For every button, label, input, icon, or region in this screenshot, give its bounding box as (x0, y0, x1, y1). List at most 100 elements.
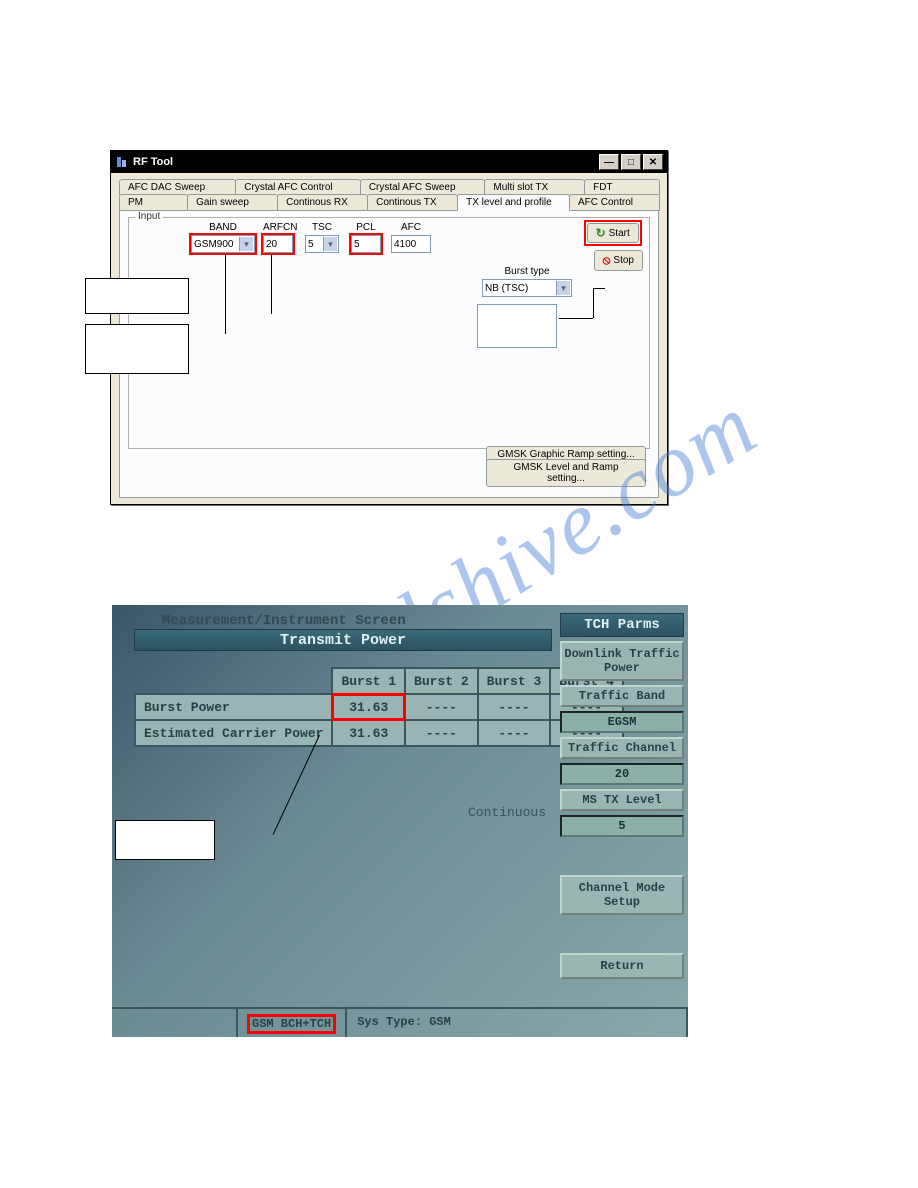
spacer (560, 919, 684, 949)
tab-crystal-afc-ctrl[interactable]: Crystal AFC Control (235, 179, 361, 195)
table-header-row: Burst 1 Burst 2 Burst 3 Burst 4 (135, 668, 623, 694)
rftool-window: RF Tool — □ ✕ AFC DAC Sweep Crystal AFC … (110, 150, 668, 505)
status-bch-tch-text: GSM BCH+TCH (248, 1015, 335, 1033)
mode-label: Continuous (468, 805, 546, 820)
instrument-status-bar: GSM BCH+TCH Sys Type: GSM (112, 1007, 688, 1037)
instrument-header: Measurement/Instrument Screen (162, 613, 406, 629)
row-label-carrier-power: Estimated Carrier Power (135, 720, 332, 746)
tch-ms-tx-level-value: 5 (560, 815, 684, 837)
line (593, 288, 605, 289)
select-tsc[interactable] (305, 235, 339, 253)
start-highlight: ↻ Start (586, 222, 640, 244)
line (225, 254, 226, 334)
page-root: RF Tool — □ ✕ AFC DAC Sweep Crystal AFC … (0, 0, 918, 1188)
label-arfcn: ARFCN (263, 222, 297, 233)
select-tsc-wrap (305, 235, 339, 253)
instrument-screen: Measurement/Instrument Screen Transmit P… (112, 605, 688, 1037)
table-row: Burst Power 31.63 ---- ---- ---- (135, 694, 623, 720)
tch-parms-panel: TCH Parms Downlink Traffic Power Traffic… (560, 613, 684, 979)
input-pcl[interactable] (351, 235, 381, 253)
start-button[interactable]: ↻ Start (587, 223, 639, 243)
line (559, 318, 593, 319)
label-afc: AFC (391, 222, 431, 233)
cell-burst-power-3: ---- (478, 694, 551, 720)
groupbox-legend: Input (135, 211, 163, 222)
field-burst-type: Burst type (477, 266, 577, 297)
label-burst-type: Burst type (477, 266, 577, 277)
cell-burst-power-2: ---- (405, 694, 478, 720)
tch-ms-tx-level-label[interactable]: MS TX Level (560, 789, 684, 811)
tch-traffic-band-label[interactable]: Traffic Band (560, 685, 684, 707)
col-burst2: Burst 2 (405, 668, 478, 694)
tch-header: TCH Parms (560, 613, 684, 637)
pointer-line (273, 735, 320, 835)
tab-afc-control[interactable]: AFC Control (569, 194, 660, 211)
status-spacer (112, 1009, 238, 1037)
input-arfcn[interactable] (263, 235, 293, 253)
label-tsc: TSC (305, 222, 339, 233)
minimize-button[interactable]: — (599, 154, 619, 170)
col-burst1: Burst 1 (332, 668, 405, 694)
col-burst3: Burst 3 (478, 668, 551, 694)
tab-continous-rx[interactable]: Continous RX (277, 194, 368, 211)
cell-burst-power-1: 31.63 (332, 694, 405, 720)
field-afc: AFC (391, 222, 431, 253)
field-tsc: TSC (305, 222, 339, 253)
refresh-icon: ↻ (596, 226, 606, 240)
tab-gain-sweep[interactable]: Gain sweep (187, 194, 278, 211)
select-burst-type-wrap (482, 279, 572, 297)
select-burst-type[interactable] (482, 279, 572, 297)
tch-traffic-channel-value: 20 (560, 763, 684, 785)
select-band[interactable] (191, 235, 255, 253)
tch-traffic-channel-label[interactable]: Traffic Channel (560, 737, 684, 759)
row-label-burst-power: Burst Power (135, 694, 332, 720)
line (271, 254, 272, 314)
gmsk-level-ramp-button[interactable]: GMSK Level and Ramp setting... (486, 459, 646, 487)
tabs-row-1: AFC DAC Sweep Crystal AFC Control Crysta… (119, 179, 659, 195)
instrument-panel-title: Transmit Power (134, 629, 552, 651)
input-groupbox: Input BAND ARFCN TSC (128, 217, 650, 449)
stop-button-label: Stop (613, 255, 634, 266)
input-afc[interactable] (391, 235, 431, 253)
tab-tx-level-profile[interactable]: TX level and profile (457, 194, 570, 211)
field-pcl: PCL (351, 222, 381, 253)
label-pcl: PCL (351, 222, 381, 233)
burst-display-box (477, 304, 557, 348)
line (593, 288, 594, 318)
stop-button[interactable]: ⦸ Stop (594, 250, 643, 271)
table-row: Estimated Carrier Power 31.63 ---- ---- … (135, 720, 623, 746)
tab-pm[interactable]: PM (119, 194, 188, 211)
app-icon (115, 155, 129, 169)
tab-afc-dac-sweep[interactable]: AFC DAC Sweep (119, 179, 236, 195)
status-bch-tch: GSM BCH+TCH (238, 1009, 347, 1037)
status-sys-type: Sys Type: GSM (347, 1009, 688, 1037)
tab-multislot-tx[interactable]: Multi slot TX (484, 179, 585, 195)
callout-box-1 (85, 278, 189, 314)
stop-icon: ⦸ (603, 253, 611, 268)
transmit-power-table: Burst 1 Burst 2 Burst 3 Burst 4 Burst Po… (134, 667, 624, 747)
field-arfcn: ARFCN (263, 222, 297, 253)
tabs-row-2: PM Gain sweep Continous RX Continous TX … (119, 195, 659, 211)
rftool-body: AFC DAC Sweep Crystal AFC Control Crysta… (111, 173, 667, 504)
close-button[interactable]: ✕ (643, 154, 663, 170)
instrument-callout-box (115, 820, 215, 860)
callout-box-2 (85, 324, 189, 374)
tab-continous-tx[interactable]: Continous TX (367, 194, 458, 211)
tab-fdt[interactable]: FDT (584, 179, 660, 195)
maximize-button[interactable]: □ (621, 154, 641, 170)
select-band-wrap (191, 235, 255, 253)
cell-carrier-3: ---- (478, 720, 551, 746)
tch-channel-mode-setup[interactable]: Channel Mode Setup (560, 875, 684, 915)
tch-downlink-traffic-power[interactable]: Downlink Traffic Power (560, 641, 684, 681)
start-stop-group: ↻ Start ⦸ Stop (586, 222, 643, 271)
tab-crystal-afc-sweep[interactable]: Crystal AFC Sweep (360, 179, 486, 195)
field-band: BAND (191, 222, 255, 253)
tch-return[interactable]: Return (560, 953, 684, 979)
spacer (560, 841, 684, 871)
titlebar[interactable]: RF Tool — □ ✕ (111, 151, 667, 173)
window-title: RF Tool (133, 156, 597, 168)
cell-carrier-1: 31.63 (332, 720, 405, 746)
cell-carrier-2: ---- (405, 720, 478, 746)
tch-traffic-band-value: EGSM (560, 711, 684, 733)
label-band: BAND (191, 222, 255, 233)
